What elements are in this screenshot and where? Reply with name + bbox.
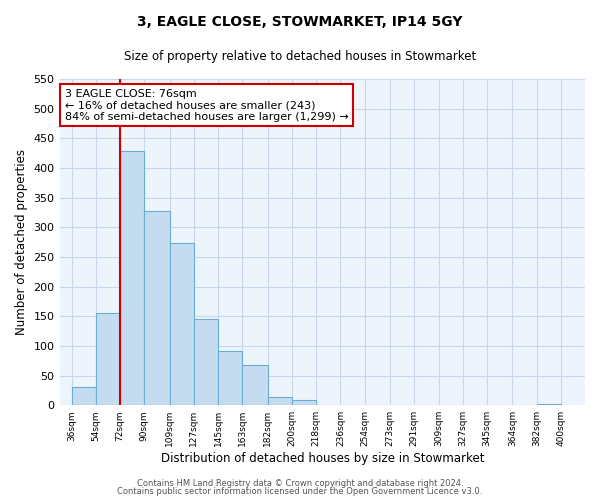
- Text: 3, EAGLE CLOSE, STOWMARKET, IP14 5GY: 3, EAGLE CLOSE, STOWMARKET, IP14 5GY: [137, 15, 463, 29]
- Bar: [242, 365, 268, 405]
- Y-axis label: Number of detached properties: Number of detached properties: [15, 149, 28, 335]
- Bar: [194, 318, 218, 405]
- Text: 3 EAGLE CLOSE: 76sqm
← 16% of detached houses are smaller (243)
84% of semi-deta: 3 EAGLE CLOSE: 76sqm ← 16% of detached h…: [65, 89, 349, 122]
- Text: Contains HM Land Registry data © Crown copyright and database right 2024.: Contains HM Land Registry data © Crown c…: [137, 478, 463, 488]
- Bar: [120, 152, 144, 405]
- Text: Contains public sector information licensed under the Open Government Licence v3: Contains public sector information licen…: [118, 487, 482, 496]
- Text: Size of property relative to detached houses in Stowmarket: Size of property relative to detached ho…: [124, 50, 476, 63]
- Bar: [96, 314, 120, 405]
- Bar: [71, 388, 96, 405]
- Bar: [536, 404, 561, 405]
- X-axis label: Distribution of detached houses by size in Stowmarket: Distribution of detached houses by size …: [161, 452, 484, 465]
- Bar: [218, 351, 242, 405]
- Bar: [170, 244, 194, 405]
- Bar: [292, 400, 316, 405]
- Bar: [268, 398, 292, 405]
- Bar: [144, 210, 170, 405]
